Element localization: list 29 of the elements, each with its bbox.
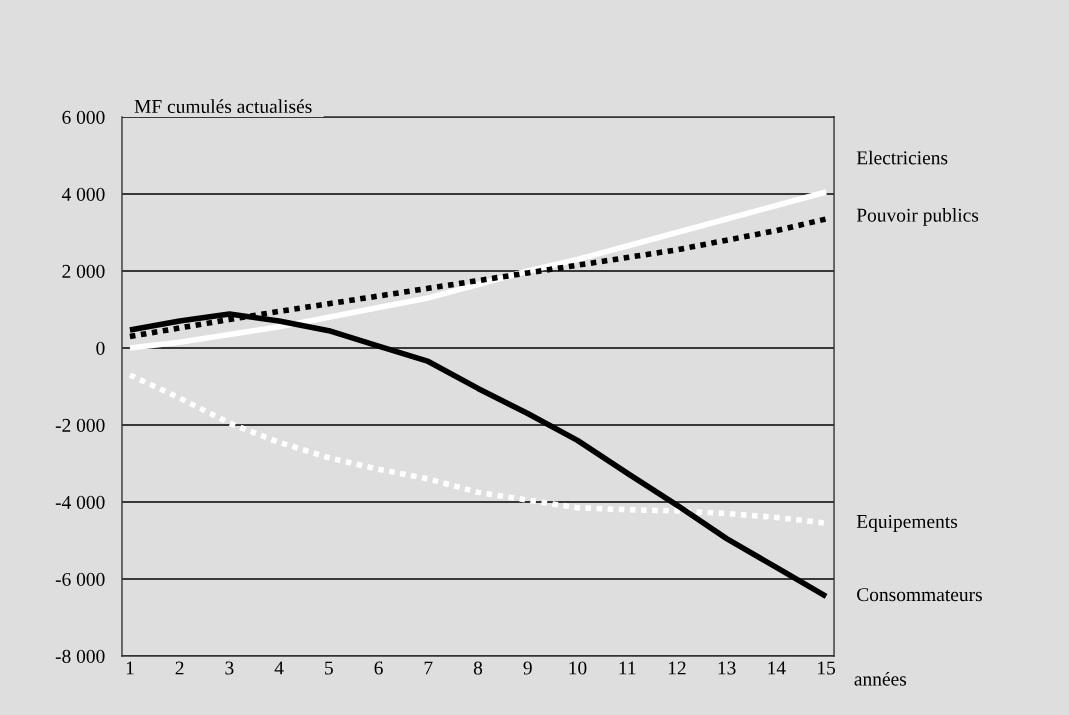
x-tick-label: 6 [374, 661, 383, 675]
y-tick-label: -6 000 [55, 572, 105, 586]
text: Electriciens [856, 150, 948, 165]
x-tick-label: 5 [325, 661, 333, 675]
x-tick-label: 8 [473, 661, 483, 675]
y-axis-title: MF cumulés actualisés [134, 99, 312, 114]
x-tick-label: 15 [818, 661, 836, 675]
x-tick-label: 14 [768, 661, 786, 675]
x-tick-label: 13 [718, 661, 736, 675]
y-tick-label: 0 [96, 341, 105, 355]
y-tick-label: -8 000 [55, 649, 105, 663]
series-label: Equipements [856, 514, 958, 532]
y-tick-label: 2 000 [62, 264, 105, 278]
series-label: Pouvoir publics [856, 208, 979, 226]
x-tick-label: 3 [225, 661, 234, 675]
x-tick-label: 1 [126, 661, 134, 675]
x-axis-title: années [854, 671, 907, 686]
y-tick-label: -4 000 [55, 495, 105, 509]
x-tick-label: 7 [424, 661, 433, 675]
x-tick-label: 4 [274, 661, 284, 675]
x-tick-label: 10 [569, 661, 587, 675]
y-tick-label: 4 000 [61, 187, 105, 201]
y-tick-label: -2 000 [55, 418, 105, 432]
x-tick-label: 12 [668, 661, 686, 675]
y-tick-label: 6 000 [62, 110, 105, 124]
x-tick-label: 11 [619, 661, 636, 675]
series-label: Consommateurs [857, 588, 982, 602]
x-tick-label: 2 [175, 661, 184, 675]
x-tick-label: 9 [523, 661, 532, 675]
